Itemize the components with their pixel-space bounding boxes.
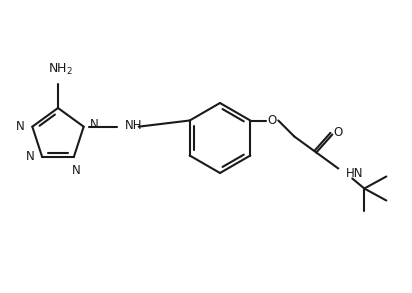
Text: N: N <box>72 164 80 177</box>
Text: NH: NH <box>125 119 142 132</box>
Text: N: N <box>26 150 34 163</box>
Text: HN: HN <box>346 167 364 180</box>
Text: O: O <box>268 114 277 127</box>
Text: N: N <box>90 118 98 131</box>
Text: NH$_2$: NH$_2$ <box>47 62 73 77</box>
Text: O: O <box>334 126 343 139</box>
Text: N: N <box>16 120 24 133</box>
